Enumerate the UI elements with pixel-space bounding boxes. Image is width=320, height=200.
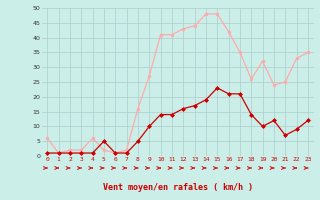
Text: Vent moyen/en rafales ( km/h ): Vent moyen/en rafales ( km/h ) bbox=[103, 183, 252, 192]
